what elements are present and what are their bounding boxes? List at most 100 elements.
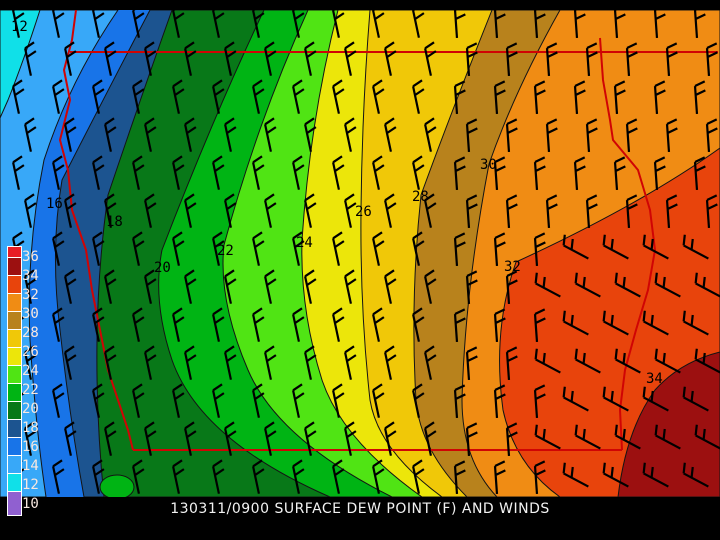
wind-barb-icon <box>534 348 561 374</box>
wind-barb-icon <box>212 10 225 38</box>
legend-label-28: 28 <box>22 325 39 341</box>
wind-barb-icon <box>562 462 589 488</box>
wind-barb-icon <box>292 231 305 266</box>
state-border-west <box>59 10 134 451</box>
wind-barb-icon <box>372 79 385 114</box>
wind-barb-icon <box>224 421 237 456</box>
wind-barb-icon <box>52 307 65 342</box>
wind-barb-icon <box>613 10 626 39</box>
wind-barb-icon <box>505 194 518 229</box>
wind-barb-icon <box>264 193 277 228</box>
wind-barb-icon <box>144 269 157 304</box>
legend-swatch-16 <box>8 419 21 437</box>
legend-swatch-20 <box>8 383 21 401</box>
wind-barb-icon <box>693 80 706 115</box>
wind-barb-icon <box>24 41 37 76</box>
wind-barb-icon <box>453 80 466 115</box>
wind-barb-icon <box>104 193 117 228</box>
wind-barb-icon <box>533 156 546 191</box>
wind-barb-icon <box>224 193 237 228</box>
wind-barb-icon <box>412 231 425 266</box>
wind-barb-icon <box>412 155 425 190</box>
wind-barb-icon <box>304 269 317 304</box>
legend-swatch-26 <box>8 329 21 347</box>
wind-barb-icon <box>372 155 385 190</box>
wind-barb-icon <box>64 421 77 456</box>
wind-barb-icon <box>534 424 561 450</box>
wind-barb-icon <box>505 42 518 77</box>
wind-barb-icon <box>212 459 225 494</box>
wind-barb-icon <box>252 459 265 494</box>
contour-label-18: 18 <box>106 214 123 230</box>
wind-barb-icon <box>144 421 157 456</box>
wind-barb-icon <box>92 383 105 418</box>
wind-barb-icon <box>292 459 305 494</box>
wind-barb-icon <box>505 270 518 305</box>
wind-barb-icon <box>384 421 397 456</box>
wind-barb-icon <box>654 424 681 450</box>
wind-barb-icon <box>384 345 397 380</box>
wind-barb-icon <box>372 459 385 494</box>
wind-barb-icon <box>493 156 506 191</box>
wind-barb-icon <box>344 117 357 152</box>
wind-barb-icon <box>533 232 546 267</box>
wind-barb-icon <box>682 234 709 260</box>
wind-barb-icon <box>104 41 117 76</box>
legend-swatch-30 <box>8 293 21 311</box>
wind-barb-icon <box>493 384 506 419</box>
wind-barb-icon <box>304 41 317 76</box>
title-bar: 130311/0900 SURFACE DEW POINT (F) AND WI… <box>170 501 550 517</box>
legend-label-32: 32 <box>22 287 39 303</box>
wind-barb-icon <box>24 345 37 380</box>
wind-barb-icon <box>372 10 385 38</box>
wind-barb-icon <box>453 460 466 495</box>
wind-barb-icon <box>332 383 345 418</box>
wind-barb-icon <box>602 234 629 260</box>
legend-swatch-12 <box>8 455 21 473</box>
wind-barb-icon <box>384 41 397 76</box>
wind-barb-icon <box>424 269 437 304</box>
wind-barb-icon <box>144 193 157 228</box>
wind-barb-icon <box>184 269 197 304</box>
wind-barb-icon <box>653 80 666 115</box>
wind-barb-icon <box>212 155 225 190</box>
wind-barb-icon <box>172 79 185 114</box>
wind-barb-icon <box>252 10 265 38</box>
contour-label-24: 24 <box>296 235 313 251</box>
band-10-12 <box>0 10 41 119</box>
wind-barb-icon <box>465 346 478 381</box>
wind-barb-icon <box>705 118 718 153</box>
wind-barb-icon <box>573 80 586 115</box>
wind-barb-icon <box>92 79 105 114</box>
legend-swatch-24 <box>8 347 21 365</box>
wind-barb-icon <box>264 421 277 456</box>
wind-barb-icon <box>453 10 466 39</box>
wind-barb-icon <box>252 231 265 266</box>
wind-barb-icon <box>144 117 157 152</box>
legend-label-24: 24 <box>22 363 39 379</box>
wind-barb-icon <box>332 79 345 114</box>
wind-barb-icon <box>252 307 265 342</box>
wind-barb-icon <box>64 117 77 152</box>
wind-barb-icon <box>562 386 589 412</box>
wind-barb-icon <box>304 421 317 456</box>
wind-barb-icon <box>344 421 357 456</box>
wind-barb-icon <box>304 193 317 228</box>
wind-barb-icon <box>292 383 305 418</box>
contour-label-34: 34 <box>646 371 663 387</box>
wind-barb-icon <box>24 193 37 228</box>
wind-barb-icon <box>104 117 117 152</box>
wind-barb-icon <box>144 345 157 380</box>
wind-barb-icon <box>533 80 546 115</box>
wind-barb-icon <box>653 10 666 39</box>
wind-barb-icon <box>453 156 466 191</box>
wind-barb-icon <box>332 459 345 494</box>
wind-barb-icon <box>224 345 237 380</box>
legend-label-30: 30 <box>22 306 39 322</box>
wind-barb-icon <box>533 308 546 343</box>
wind-barb-icon <box>24 269 37 304</box>
wind-barb-icon <box>24 421 37 456</box>
wind-barb-icon <box>465 118 478 153</box>
contour-label-30: 30 <box>480 157 497 173</box>
